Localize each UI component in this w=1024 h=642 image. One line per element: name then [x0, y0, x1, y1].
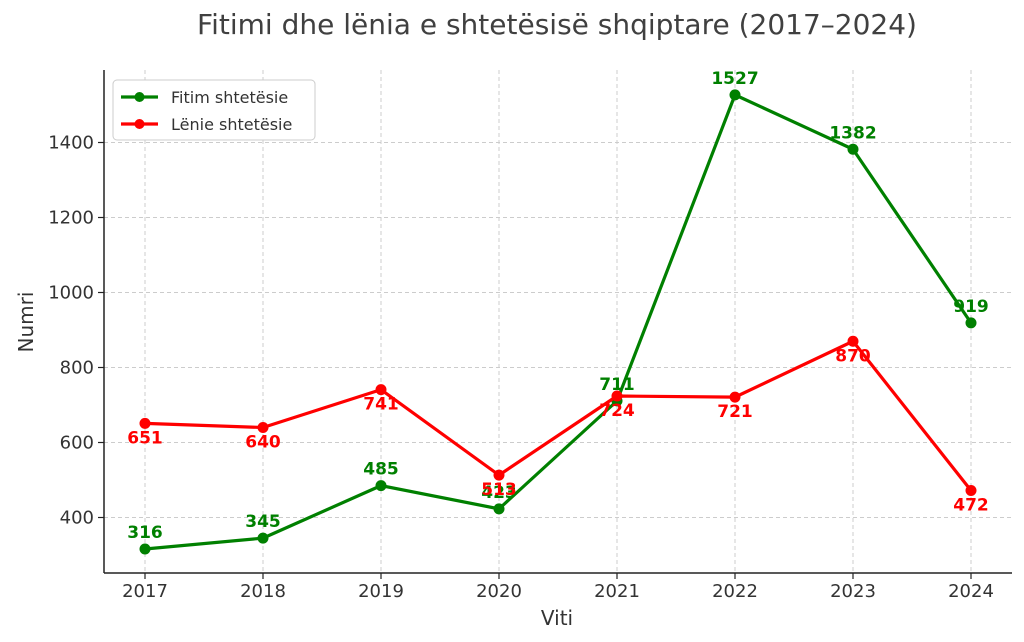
axes: [103, 70, 1012, 574]
data-point: [493, 503, 505, 515]
data-point: [139, 417, 151, 429]
legend-label: Lënie shtetësie: [171, 115, 292, 134]
data-label: 711: [599, 375, 635, 395]
legend-box: [112, 79, 316, 141]
data-label: 472: [953, 496, 989, 516]
data-point: [965, 485, 977, 496]
x-axis-title: Viti: [541, 606, 573, 630]
data-label: 423: [481, 483, 517, 503]
legend-swatch-marker: [134, 119, 145, 129]
data-label: 919: [953, 297, 989, 317]
ticks: 400 600 800 1000 1200 1400 2017 2018 2019 2020 202…: [48, 133, 994, 603]
x-tick-label: 2020: [476, 581, 522, 602]
data-point: [729, 391, 741, 403]
series: [139, 89, 977, 555]
legend-swatch-marker: [134, 92, 145, 102]
data-label: 345: [245, 512, 281, 532]
data-label: 513: [481, 480, 517, 500]
data-label: 741: [363, 395, 399, 415]
x-tick-label: 2022: [712, 581, 758, 602]
x-tick-label: 2019: [358, 581, 404, 602]
grid: [104, 70, 1012, 573]
data-point: [847, 143, 859, 155]
legend: Fitim shtetësie Lënie shtetësie: [112, 79, 316, 141]
y-tick-label: 400: [60, 508, 94, 529]
x-tick-label: 2017: [122, 581, 168, 602]
data-point: [375, 480, 387, 492]
data-point: [965, 317, 977, 329]
legend-label: Fitim shtetësie: [171, 88, 288, 107]
x-tick-label: 2024: [948, 581, 994, 602]
y-tick-label: 600: [60, 433, 94, 454]
data-point: [257, 532, 269, 544]
data-label: 870: [835, 346, 871, 366]
data-label: 1527: [711, 69, 758, 89]
data-label: 1382: [829, 123, 876, 143]
series-line-lenie: [143, 339, 973, 493]
data-point: [139, 543, 151, 555]
data-point: [611, 390, 623, 402]
data-point: [729, 89, 741, 101]
y-tick-label: 800: [60, 358, 94, 379]
data-point: [375, 384, 387, 396]
y-tick-label: 1200: [48, 208, 94, 229]
series-line-fitim: [143, 93, 973, 551]
data-label: 651: [127, 428, 163, 448]
data-label: 640: [245, 433, 281, 453]
x-tick-label: 2021: [594, 581, 640, 602]
data-label: 721: [717, 402, 753, 422]
data-point: [493, 469, 505, 481]
data-label: 724: [599, 401, 635, 421]
data-label: 316: [127, 523, 163, 543]
y-axis-title: Numri: [14, 292, 38, 353]
data-label: 485: [363, 460, 399, 480]
chart-title: Fitimi dhe lënia e shtetësisë shqiptare …: [197, 8, 917, 41]
data-labels: 316 345 485 423 711 1527 1382 919 651 640 741 513 72…: [127, 69, 989, 543]
x-tick-label: 2018: [240, 581, 286, 602]
y-tick-label: 1000: [48, 283, 94, 304]
data-point: [847, 335, 859, 347]
data-point: [257, 422, 269, 433]
x-tick-label: 2023: [830, 581, 876, 602]
y-tick-label: 1400: [48, 133, 94, 154]
